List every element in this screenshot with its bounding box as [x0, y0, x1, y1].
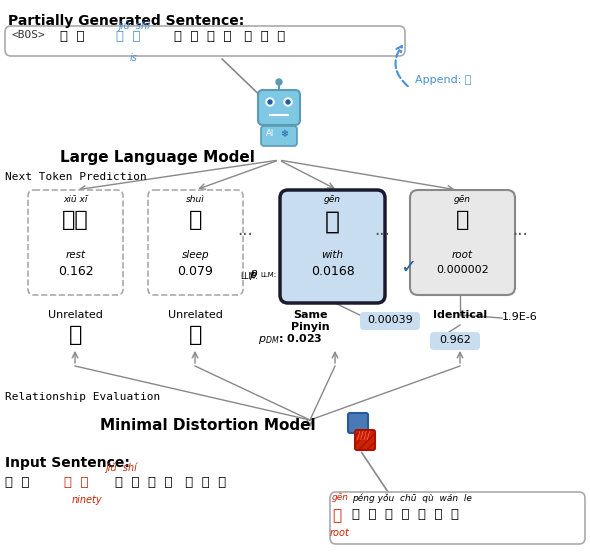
Text: gēn: gēn [324, 195, 341, 204]
Text: rest: rest [65, 250, 86, 260]
Text: ninety: ninety [72, 495, 103, 505]
FancyBboxPatch shape [410, 190, 515, 295]
Text: 0.00039: 0.00039 [367, 315, 413, 325]
Text: 0.079: 0.079 [178, 265, 214, 278]
Text: 周  末  了  ，   又  可  以: 周 末 了 ， 又 可 以 [174, 30, 285, 43]
Text: Minimal Distortion Model: Minimal Distortion Model [100, 418, 316, 433]
FancyBboxPatch shape [261, 126, 297, 146]
Circle shape [286, 100, 290, 104]
Text: ❄: ❄ [280, 129, 288, 139]
FancyBboxPatch shape [5, 26, 405, 56]
Text: $p$: $p$ [250, 270, 258, 282]
Text: 睡: 睡 [189, 210, 202, 230]
FancyBboxPatch shape [28, 190, 123, 295]
Text: root: root [452, 250, 473, 260]
Text: ////: //// [357, 431, 370, 441]
Text: gēn: gēn [454, 195, 471, 204]
Text: jiǔ  shí: jiǔ shí [105, 462, 137, 473]
Text: ...: ... [374, 221, 390, 239]
FancyBboxPatch shape [148, 190, 243, 295]
Text: LLM:: LLM: [240, 272, 258, 281]
Text: $p$: $p$ [250, 268, 258, 280]
Text: 根: 根 [332, 508, 341, 523]
Text: 🚫: 🚫 [189, 325, 202, 345]
Text: 休息: 休息 [62, 210, 89, 230]
FancyArrowPatch shape [395, 46, 408, 86]
Text: 跟: 跟 [325, 210, 340, 234]
Text: 周  末  了  ，   又  可  以: 周 末 了 ， 又 可 以 [115, 476, 226, 489]
Text: Large Language Model: Large Language Model [60, 150, 255, 165]
Circle shape [268, 100, 272, 104]
Text: Next Token Prediction: Next Token Prediction [5, 172, 147, 182]
Text: 明  天: 明 天 [60, 30, 84, 43]
Text: 🚫: 🚫 [69, 325, 82, 345]
Text: 就  是: 就 是 [116, 30, 140, 43]
FancyBboxPatch shape [280, 190, 385, 303]
Text: Input Sentence:: Input Sentence: [5, 456, 130, 470]
Text: Same
Pinyin: Same Pinyin [291, 310, 329, 331]
Text: 0.000002: 0.000002 [436, 265, 489, 275]
Text: AI: AI [266, 129, 274, 138]
Text: jiù  shì: jiù shì [118, 20, 150, 31]
Text: gēn: gēn [332, 493, 349, 502]
Text: 0.0168: 0.0168 [310, 265, 355, 278]
Text: Append: 跟: Append: 跟 [415, 75, 471, 85]
Text: ...: ... [512, 221, 528, 239]
Text: Unrelated: Unrelated [48, 310, 103, 320]
Text: Partially Generated Sentence:: Partially Generated Sentence: [8, 14, 244, 28]
Text: with: with [322, 250, 343, 260]
Text: 明  天: 明 天 [5, 476, 30, 489]
FancyBboxPatch shape [330, 492, 585, 544]
Text: 九  十: 九 十 [64, 476, 88, 489]
Text: $p_{DM}$: 0.023: $p_{DM}$: 0.023 [258, 332, 322, 346]
Text: péng yǒu  chū  qù  wán  le: péng yǒu chū qù wán le [352, 493, 472, 503]
Circle shape [266, 98, 274, 106]
Text: sleep: sleep [182, 250, 209, 260]
FancyBboxPatch shape [430, 332, 480, 350]
Text: is: is [130, 53, 138, 63]
Text: 0.962: 0.962 [439, 335, 471, 345]
Text: LLM:: LLM: [260, 272, 276, 278]
Circle shape [276, 79, 282, 85]
Text: 0.162: 0.162 [58, 265, 93, 278]
Text: 朋  友  出  去  玩  了  。: 朋 友 出 去 玩 了 。 [352, 508, 459, 521]
Circle shape [284, 98, 292, 106]
Text: xiū xī: xiū xī [63, 195, 88, 204]
FancyBboxPatch shape [348, 413, 368, 433]
Text: root: root [330, 528, 350, 538]
FancyBboxPatch shape [355, 430, 375, 450]
Text: ✓: ✓ [400, 258, 417, 277]
FancyBboxPatch shape [258, 90, 300, 125]
Text: Identical: Identical [433, 310, 487, 320]
Text: shuì: shuì [186, 195, 205, 204]
Text: Relationship Evaluation: Relationship Evaluation [5, 392, 160, 402]
Text: 1.9E-6: 1.9E-6 [502, 312, 537, 322]
Text: <BOS>: <BOS> [12, 30, 46, 40]
Text: ...: ... [237, 221, 253, 239]
Text: 根: 根 [456, 210, 469, 230]
Text: Unrelated: Unrelated [168, 310, 223, 320]
FancyBboxPatch shape [360, 312, 420, 330]
